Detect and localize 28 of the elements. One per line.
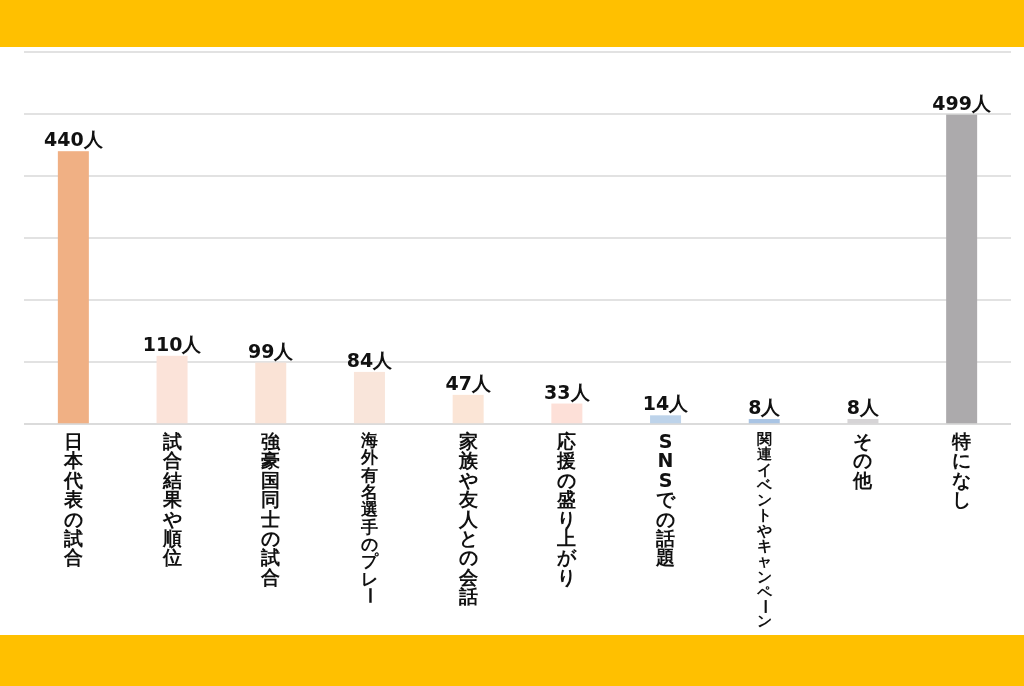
bar — [353, 371, 385, 424]
x-tick-label: SNSでの話題 — [656, 430, 676, 569]
category-label: 関連イベントやキャンペーン — [755, 430, 774, 630]
bar — [156, 355, 188, 424]
x-tick-label: 強豪国同士の試合 — [261, 430, 281, 588]
data-label: 99人 — [248, 339, 295, 362]
data-label: 8人 — [748, 396, 782, 419]
x-tick-label: 応援の盛り上がり — [557, 430, 577, 588]
bar — [452, 394, 484, 424]
data-label: 8人 — [846, 396, 881, 419]
data-label: 84人 — [346, 348, 394, 371]
data-label: 14人 — [642, 392, 690, 415]
data-label: 110人 — [142, 332, 203, 355]
category-label: 家族や友人との会話 — [458, 430, 478, 607]
bar — [650, 415, 682, 424]
data-label: 33人 — [544, 380, 591, 403]
x-tick-label: 試合結果や順位 — [162, 430, 182, 569]
bar — [551, 403, 583, 424]
x-tick-label: その他 — [853, 430, 873, 491]
data-label: 47人 — [445, 371, 492, 394]
data-label: 440人 — [44, 128, 104, 151]
data-label: 499人 — [932, 91, 992, 114]
category-label: 海外有名選手のプレー — [360, 430, 381, 604]
bar — [57, 151, 89, 424]
bar — [255, 362, 287, 424]
bar — [946, 114, 978, 424]
x-tick-label: 特になし — [952, 430, 972, 511]
x-tick-label: 日本代表の試合 — [63, 430, 83, 569]
